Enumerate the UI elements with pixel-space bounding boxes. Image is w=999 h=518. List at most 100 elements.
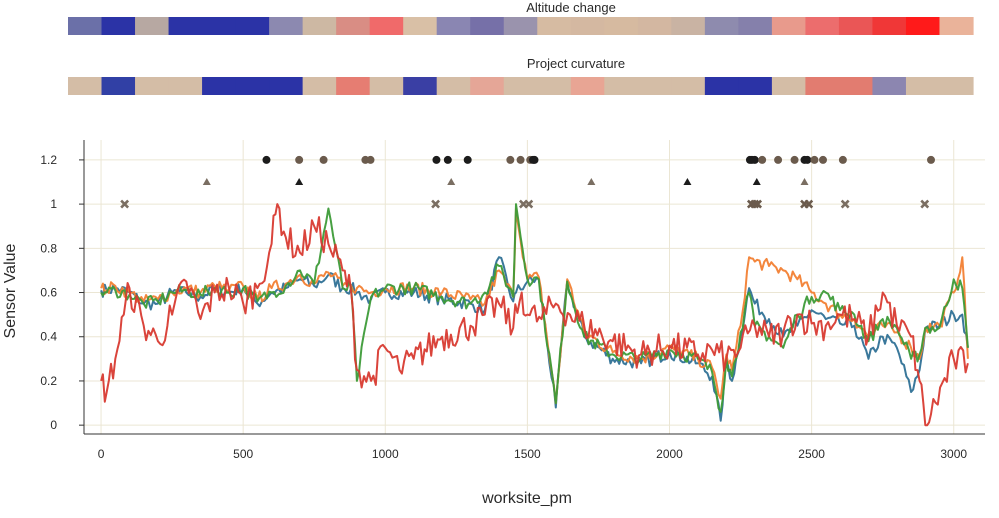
y-tick-label: 0.2: [40, 374, 57, 388]
heatmap-cell: [604, 17, 639, 35]
heatmap-cell: [101, 77, 136, 95]
heatmap-cell: [537, 17, 572, 35]
heatmap-cell: [537, 77, 572, 95]
cross-marker: [920, 199, 930, 209]
heatmap-cell: [101, 17, 136, 35]
circle-marker: [262, 155, 271, 164]
x-tick-label: 2000: [656, 447, 683, 461]
heatmap-altitude-change: [68, 17, 974, 35]
heatmap-cell: [269, 77, 304, 95]
heatmap-cell: [235, 77, 270, 95]
circle-marker: [818, 155, 827, 164]
circle-marker: [774, 155, 783, 164]
heatmap-cell: [68, 17, 103, 35]
heatmap-cell: [235, 17, 270, 35]
triangle-marker: [202, 178, 211, 185]
series-line-blue: [100, 256, 969, 422]
circle-marker: [463, 155, 472, 164]
y-tick-labels: 0 0.2 0.4 0.6 0.8 1 1.2: [40, 153, 57, 432]
x-tick-label: 1500: [514, 447, 541, 461]
circle-marker: [443, 155, 452, 164]
heatmap-cell: [939, 17, 974, 35]
heatmap-cell: [637, 77, 672, 95]
triangle-marker: [587, 178, 596, 185]
circle-marker: [516, 155, 525, 164]
circle-marker: [750, 155, 759, 164]
heatmap-cell: [671, 17, 706, 35]
heatmap-cell: [872, 17, 907, 35]
y-tick-label: 0.8: [40, 241, 57, 255]
heatmap-cell: [570, 77, 605, 95]
cross-marker: [753, 199, 763, 209]
heatmap-cell: [704, 17, 739, 35]
heatmap-cell: [302, 77, 337, 95]
heatmap-cell: [838, 17, 874, 35]
triangle-marker: [800, 178, 809, 185]
heatmap-cell: [637, 17, 672, 35]
heatmap-cell: [838, 77, 874, 95]
y-tick-label: 0: [50, 418, 57, 432]
heatmap-cell: [135, 17, 170, 35]
triangle-marker: [683, 178, 692, 185]
circle-marker: [803, 155, 812, 164]
triangle-marker: [752, 178, 761, 185]
heatmap-cell: [436, 17, 471, 35]
heatmap-cell: [771, 17, 807, 35]
x-tick-label: 500: [233, 447, 253, 461]
heatmap-cell: [671, 77, 706, 95]
heatmap-cell: [805, 77, 840, 95]
heatmap-cell: [336, 77, 371, 95]
heatmap-cell: [403, 17, 438, 35]
heatmap-title-altitude: Altitude change: [526, 0, 616, 15]
heatmap-cell: [68, 77, 103, 95]
circle-marker: [758, 155, 767, 164]
heatmap-cell: [202, 77, 237, 95]
heatmap-cell: [168, 17, 203, 35]
heatmap-cell: [403, 77, 438, 95]
circle-marker: [810, 155, 819, 164]
circle-marker: [319, 155, 328, 164]
heatmap-cell: [738, 17, 773, 35]
heatmap-cell: [805, 17, 840, 35]
heatmap-cell: [470, 77, 505, 95]
cross-marker: [840, 199, 850, 209]
heatmap-cell: [470, 17, 505, 35]
heatmap-cell: [369, 77, 404, 95]
heatmap-project-curvature: [68, 77, 974, 95]
cross-marker: [804, 199, 814, 209]
circle-marker: [926, 155, 935, 164]
circle-marker: [366, 155, 375, 164]
heatmap-cell: [939, 77, 974, 95]
heatmap-cell: [369, 17, 404, 35]
series-line-red: [100, 203, 969, 427]
circle-marker: [432, 155, 441, 164]
circle-marker: [530, 155, 539, 164]
heatmap-cell: [905, 17, 941, 35]
series-lines: [100, 203, 969, 427]
circle-marker: [838, 155, 847, 164]
circle-marker: [790, 155, 799, 164]
y-axis-title: Sensor Value: [2, 243, 19, 338]
heatmap-cell: [872, 77, 907, 95]
x-tick-label: 0: [98, 447, 105, 461]
heatmap-cell: [771, 77, 807, 95]
heatmap-cell: [905, 77, 941, 95]
circle-marker: [506, 155, 515, 164]
heatmap-cell: [202, 17, 237, 35]
heatmap-cell: [135, 77, 170, 95]
cross-marker: [431, 199, 441, 209]
heatmap-cell: [168, 77, 203, 95]
heatmap-cell: [738, 77, 773, 95]
triangle-marker: [295, 178, 304, 185]
y-tick-label: 1.2: [40, 153, 57, 167]
heatmap-cell: [436, 77, 471, 95]
heatmap-cell: [503, 77, 538, 95]
cross-marker: [120, 199, 130, 209]
x-axis-title: worksite_pm: [481, 490, 572, 507]
heatmap-cell: [302, 17, 337, 35]
y-tick-label: 1: [50, 197, 57, 211]
x-tick-label: 2500: [798, 447, 825, 461]
heatmap-cell: [503, 17, 538, 35]
circle-marker: [295, 155, 304, 164]
